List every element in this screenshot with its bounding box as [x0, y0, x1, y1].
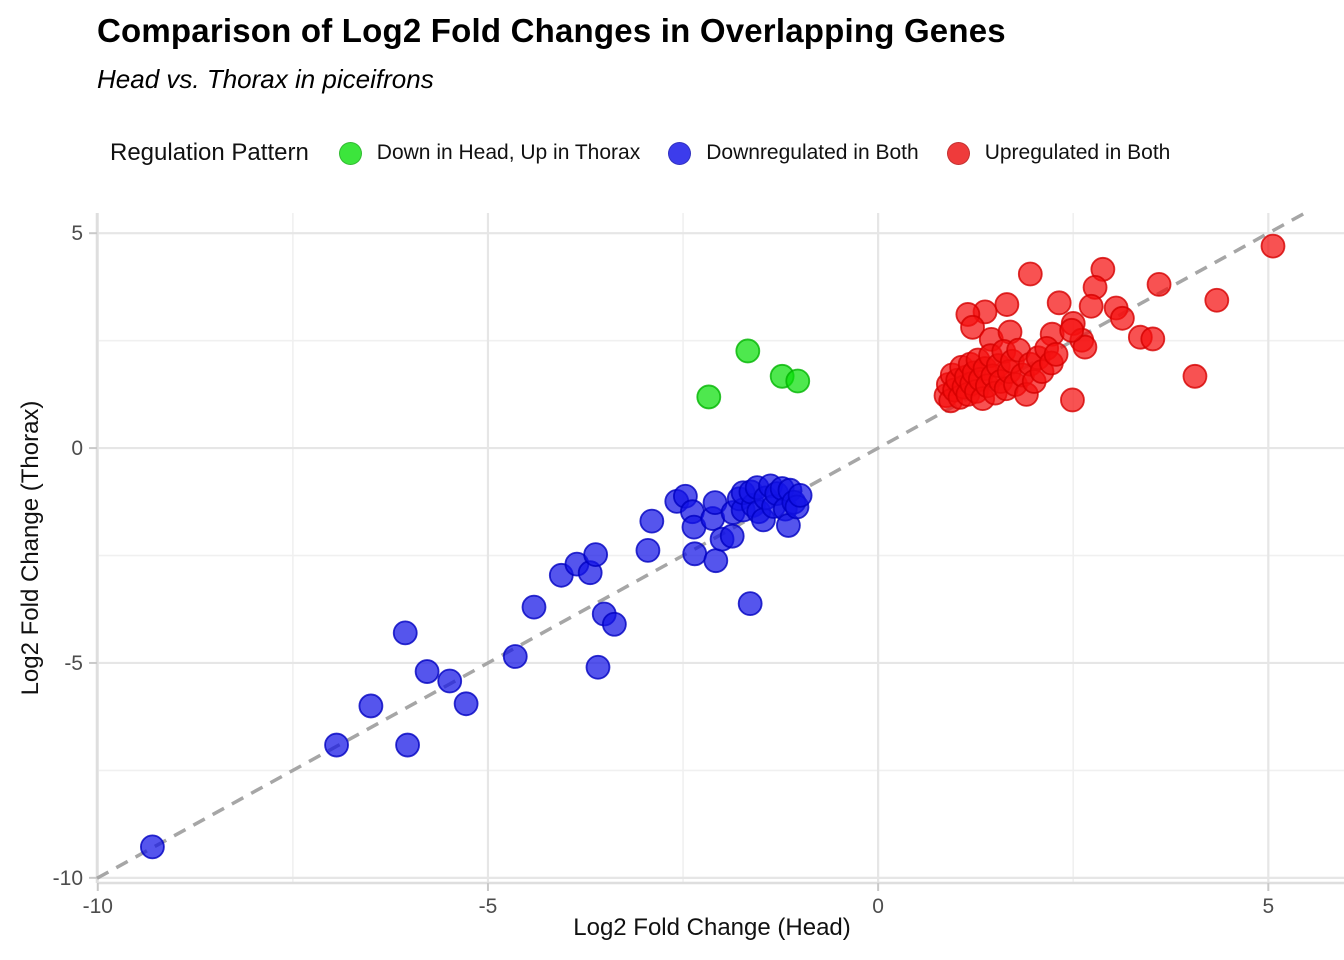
data-point — [453, 691, 479, 717]
data-point — [1260, 233, 1286, 259]
data-point — [585, 654, 611, 680]
data-point — [1140, 326, 1166, 352]
data-point — [785, 368, 811, 394]
data-point — [1017, 261, 1043, 287]
data-point — [696, 384, 722, 410]
data-point — [1146, 271, 1172, 297]
data-point — [1072, 334, 1098, 360]
legend-item-upregulated-both: Upregulated in Both — [946, 141, 1171, 165]
data-point — [140, 834, 165, 860]
legend-item-label: Upregulated in Both — [984, 141, 1171, 164]
data-point — [502, 644, 528, 669]
data-point — [1109, 305, 1135, 331]
data-point — [635, 537, 661, 563]
chart-subtitle: Head vs. Thorax in piceifrons — [97, 64, 434, 94]
data-point — [437, 668, 463, 694]
legend: Regulation Pattern Down in Head, Up in T… — [0, 136, 1344, 170]
legend-item-label: Downregulated in Both — [706, 141, 919, 164]
data-point — [601, 611, 627, 637]
legend-item-down-head-up-thorax: Down in Head, Up in Thorax — [338, 141, 641, 165]
data-point — [1043, 341, 1069, 367]
red-dot-icon — [946, 141, 970, 165]
data-point — [583, 542, 609, 568]
x-tick-label: 5 — [1262, 895, 1274, 918]
data-point — [787, 482, 813, 508]
x-tick-label: 0 — [872, 895, 884, 918]
x-tick-label: -10 — [83, 895, 113, 918]
data-point — [682, 541, 708, 567]
data-point — [737, 591, 763, 617]
data-point — [324, 732, 349, 758]
data-point — [994, 292, 1020, 317]
data-point — [960, 314, 985, 340]
y-tick-label: -5 — [64, 652, 83, 675]
legend-item-downregulated-both: Downregulated in Both — [668, 141, 919, 165]
y-tick-label: -10 — [53, 867, 83, 890]
y-tick-label: 5 — [71, 222, 83, 245]
y-tick-label: 0 — [71, 437, 83, 460]
data-point — [395, 732, 420, 758]
legend-item-label: Down in Head, Up in Thorax — [376, 141, 641, 164]
data-point — [1078, 293, 1104, 319]
green-dot-icon — [338, 141, 362, 165]
chart-title: Comparison of Log2 Fold Changes in Overl… — [97, 12, 1006, 49]
data-point — [1046, 290, 1072, 316]
data-point — [639, 508, 665, 534]
data-point — [1204, 287, 1230, 313]
legend-title: Regulation Pattern — [110, 139, 309, 166]
data-point — [1182, 363, 1208, 389]
data-point — [735, 338, 761, 364]
data-point — [1059, 317, 1085, 343]
data-point — [703, 548, 729, 574]
data-point — [521, 594, 547, 620]
x-tick-label: -5 — [479, 895, 498, 918]
data-point — [719, 523, 745, 549]
blue-dot-icon — [668, 141, 692, 165]
y-axis-title: Log2 Fold Change (Thorax) — [17, 400, 44, 696]
data-point — [358, 693, 384, 719]
x-axis-title: Log2 Fold Change (Head) — [573, 914, 851, 941]
data-point — [1060, 387, 1085, 413]
data-point — [414, 659, 440, 684]
data-point — [392, 620, 418, 646]
